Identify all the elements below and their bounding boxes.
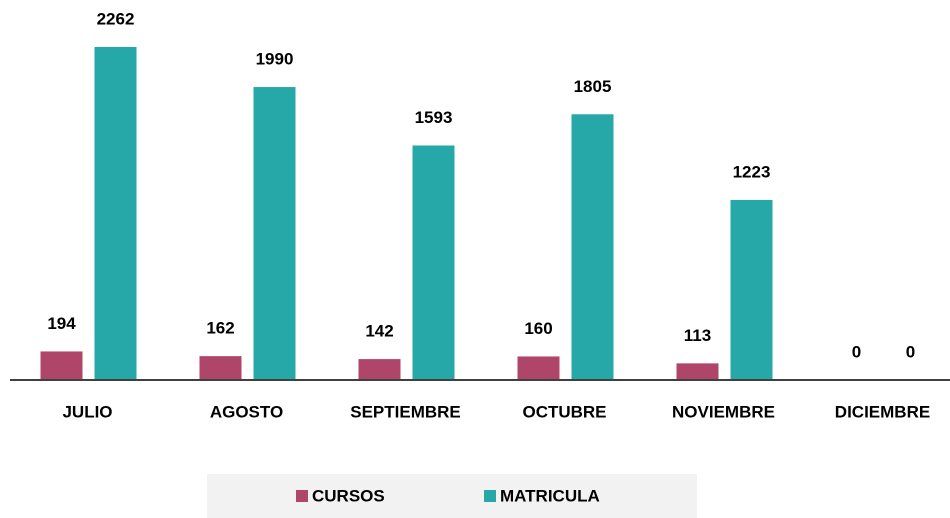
x-tick-label: DICIEMBRE [835,402,930,421]
x-tick-label: SEPTIEMBRE [350,402,461,421]
data-label: 160 [524,319,552,338]
data-label: 194 [47,314,76,333]
bar [40,351,83,380]
data-label: 0 [906,342,915,361]
data-label: 142 [365,322,393,341]
data-label: 113 [684,326,711,345]
bar [253,87,296,380]
x-tick-label: OCTUBRE [522,402,606,421]
x-tick-label: NOVIEMBRE [672,402,775,421]
legend-label: MATRICULA [500,486,600,505]
bar [571,114,614,380]
legend-swatch [296,490,308,502]
data-label: 1990 [256,50,294,69]
data-label: 162 [206,319,234,338]
bar [199,356,242,380]
data-label: 2262 [97,9,135,28]
bar [412,145,455,380]
legend-label: CURSOS [312,486,385,505]
bar [94,47,137,380]
legend-swatch [484,490,496,502]
bar [730,199,773,380]
bar [517,356,560,380]
data-label: 1223 [733,162,771,181]
legend-box [207,474,697,518]
data-label: 0 [852,342,861,361]
x-tick-label: AGOSTO [210,402,283,421]
data-label: 1593 [415,108,453,127]
bar [676,363,719,380]
data-label: 1805 [574,77,612,96]
bar [358,359,401,380]
x-tick-label: JULIO [62,402,112,421]
